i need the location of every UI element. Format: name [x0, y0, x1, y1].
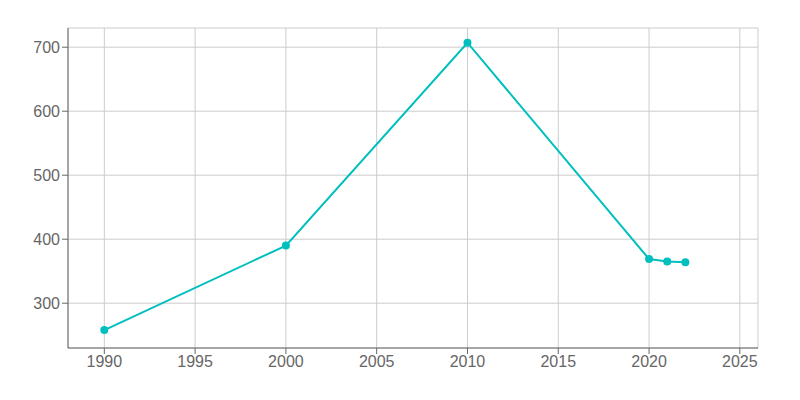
svg-text:600: 600: [33, 103, 60, 120]
svg-text:2005: 2005: [359, 353, 395, 370]
svg-text:2020: 2020: [631, 353, 667, 370]
svg-text:300: 300: [33, 295, 60, 312]
svg-text:1990: 1990: [87, 353, 123, 370]
svg-text:2010: 2010: [450, 353, 486, 370]
svg-text:2025: 2025: [722, 353, 758, 370]
svg-text:1995: 1995: [177, 353, 213, 370]
svg-text:2000: 2000: [268, 353, 304, 370]
svg-text:500: 500: [33, 167, 60, 184]
svg-text:400: 400: [33, 231, 60, 248]
svg-text:700: 700: [33, 39, 60, 56]
svg-text:2015: 2015: [540, 353, 576, 370]
